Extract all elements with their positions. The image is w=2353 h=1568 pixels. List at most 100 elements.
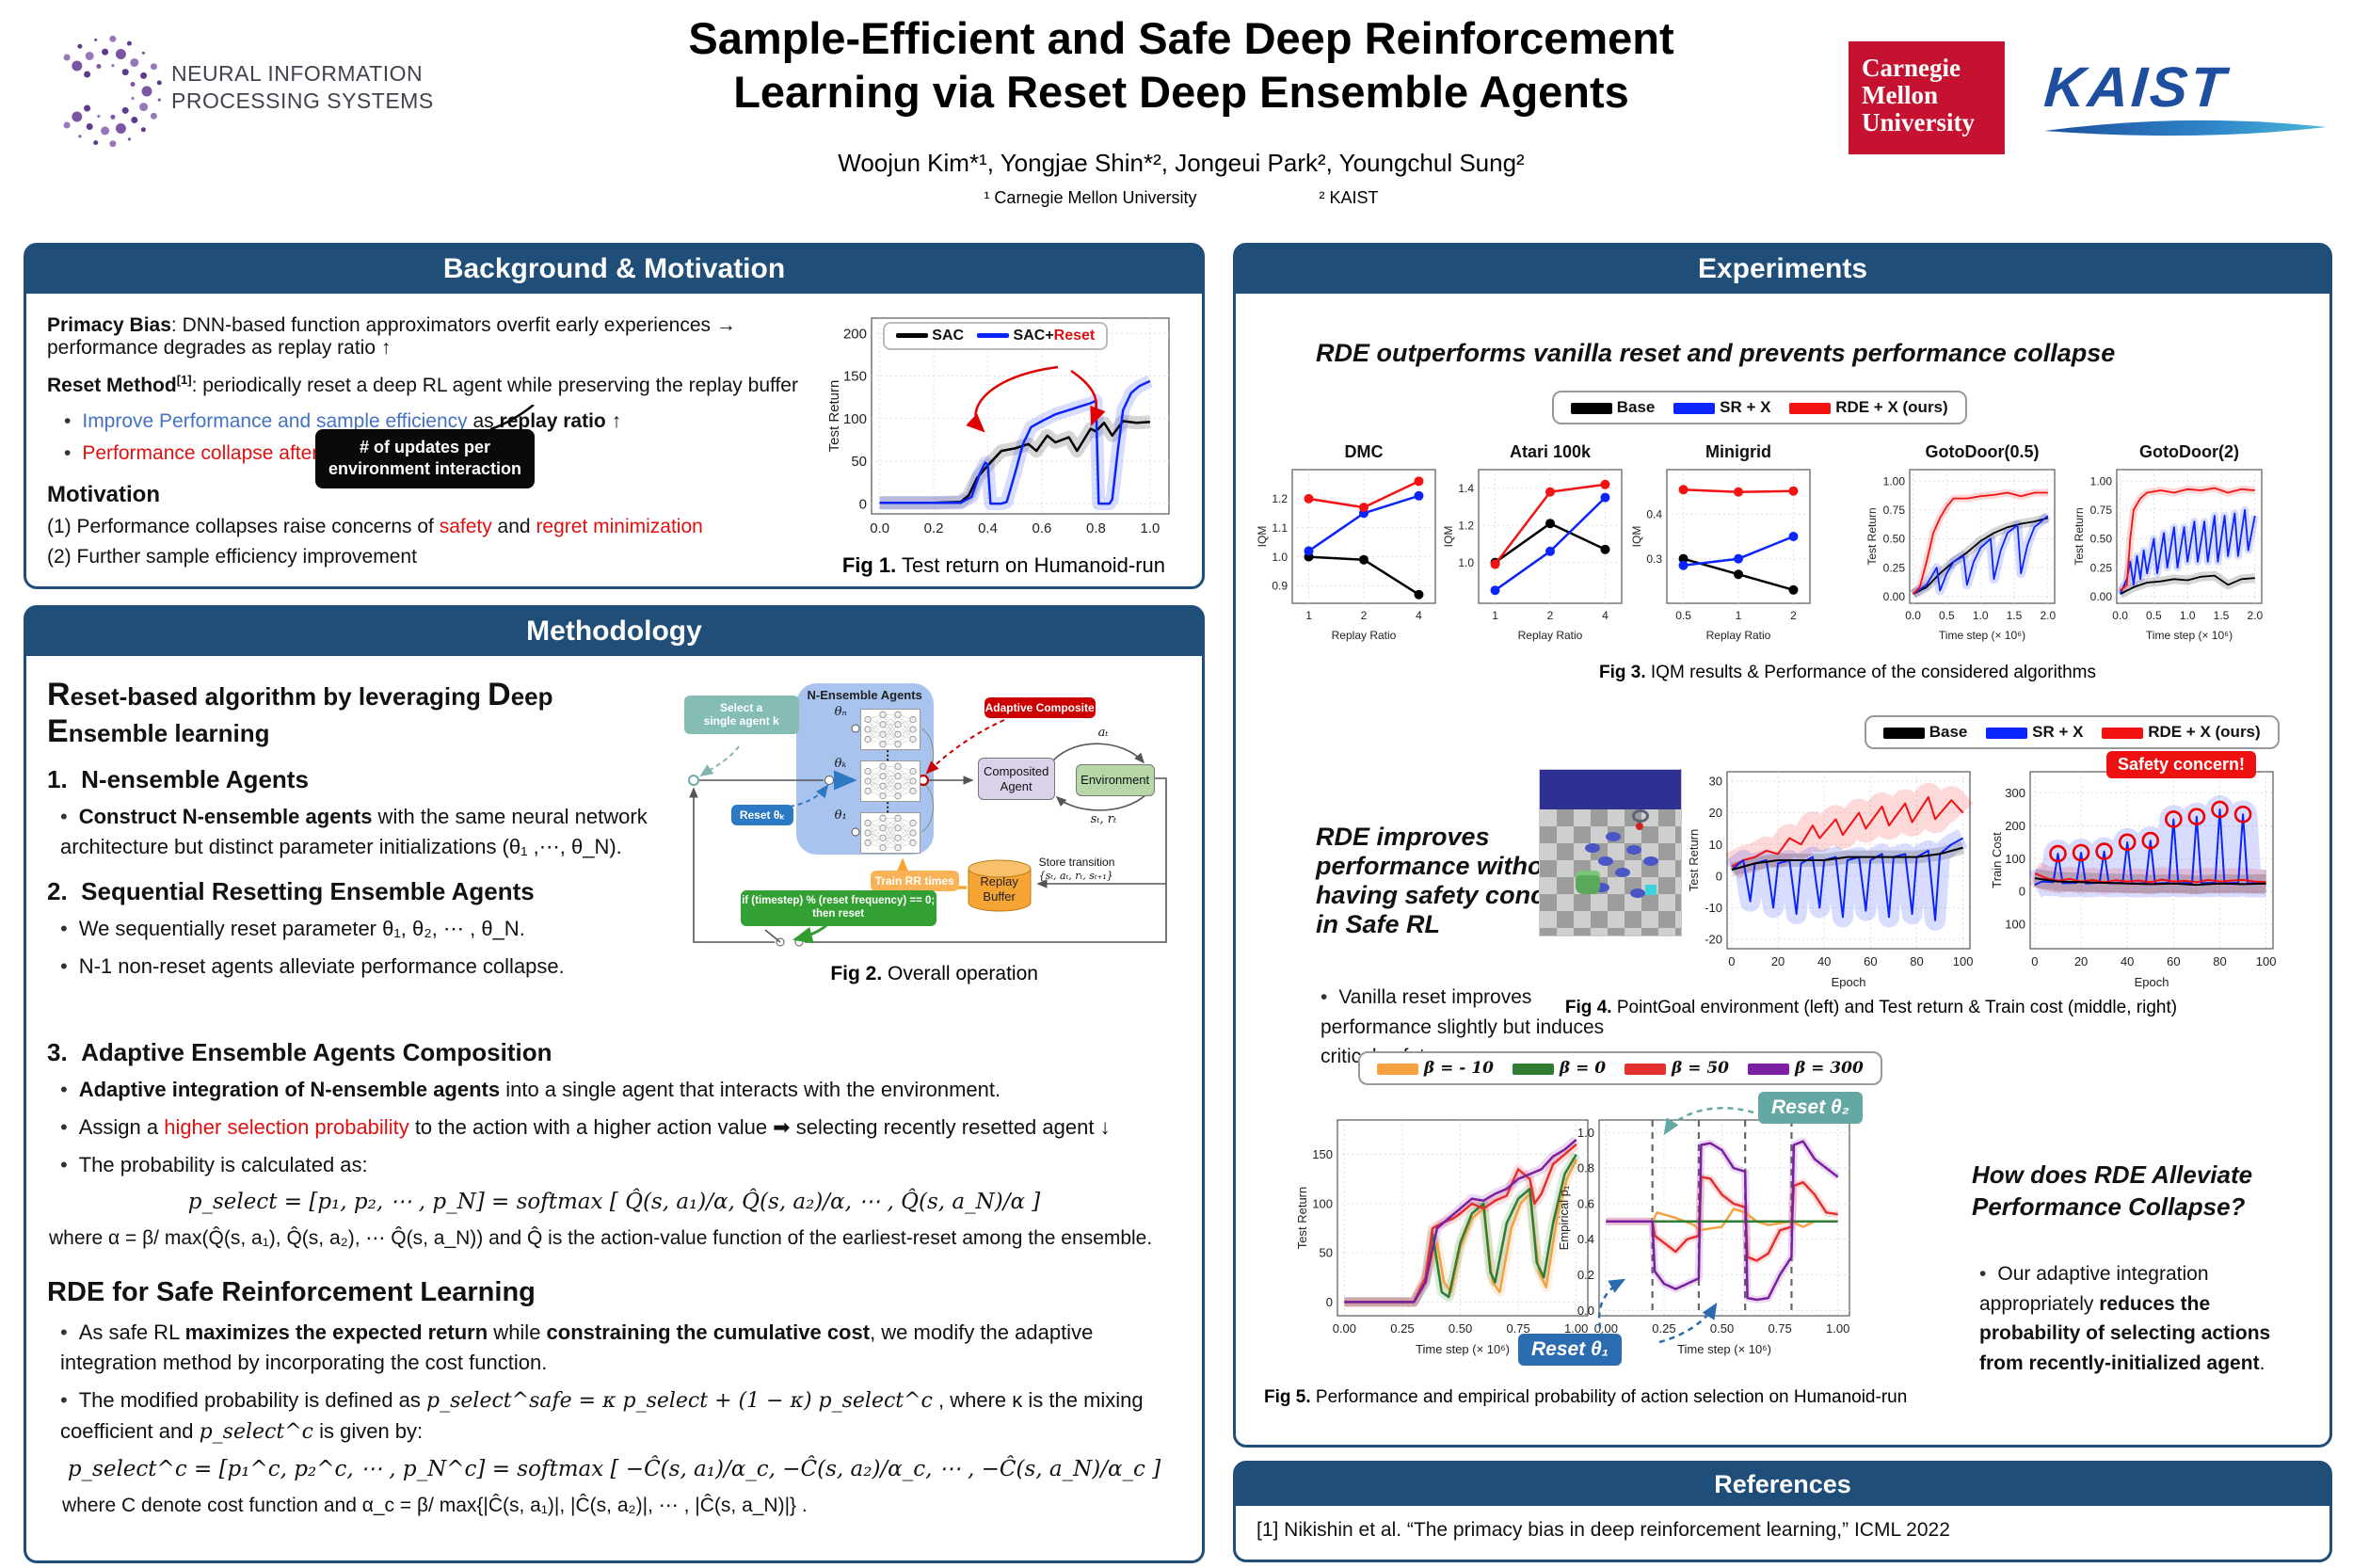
section3-title: Adaptive Ensemble Agents Composition: [81, 1038, 552, 1066]
down-arrow-icon: ↓: [1099, 1114, 1111, 1139]
svg-text:1.00: 1.00: [1883, 474, 1906, 488]
svg-text:60: 60: [1864, 954, 1877, 968]
fig4-legend-srx-label: SR + X: [2032, 723, 2084, 741]
equation-p-select: p_select = [p₁, p₂, ⋯ , p_N] = softmax […: [187, 1189, 1041, 1214]
fig3-minigrid-title: Minigrid: [1705, 442, 1771, 461]
svg-text:20: 20: [2074, 954, 2088, 968]
svg-text:1.5: 1.5: [2214, 609, 2230, 622]
svg-text:0.0: 0.0: [1577, 1304, 1594, 1318]
beta-legend-entry: β = 0: [1512, 1059, 1606, 1078]
rdex-swatch-icon: [1789, 402, 1832, 414]
svg-text:1.00: 1.00: [1564, 1321, 1588, 1336]
svg-text:Replay Ratio: Replay Ratio: [1518, 629, 1583, 642]
section3-bullet1-text: into a single agent that interacts with …: [500, 1078, 1001, 1101]
methodology-panel-title: Methodology: [25, 607, 1203, 656]
experiments-panel-body: RDE outperforms vanilla reset and preven…: [1236, 294, 2329, 1447]
fig2-replay-line1: Replay: [980, 874, 1018, 888]
fig2-network-k-icon: [859, 760, 920, 802]
legend-srx: SR + X: [1673, 398, 1770, 417]
svg-text:0: 0: [859, 496, 867, 512]
safe-bullet1-bold1: maximizes the expected return: [184, 1320, 488, 1345]
svg-text:1.4: 1.4: [1458, 482, 1474, 495]
primacy-bias-label: Primacy Bias: [47, 314, 171, 336]
fig4-test-return-chart: 0 20 40 60 80 100 -20 -10 0 10 20 30 Test Return Epoc…: [1687, 771, 1974, 989]
heading-cap-d: D: [488, 677, 511, 712]
section2-number: 2.: [47, 876, 68, 905]
svg-text:1.2: 1.2: [1458, 519, 1474, 532]
bullet-performance-collapse: Performance collapse after reset: [64, 442, 824, 465]
bullet-improve-performance: Improve Performance and sample efficienc…: [64, 410, 824, 433]
svg-text:0.5: 0.5: [1675, 609, 1691, 622]
fig2-theta-k-label: θₖ: [834, 757, 847, 771]
svg-text:0.8: 0.8: [1086, 520, 1106, 536]
fig2-ensemble-title: N-Ensemble Agents: [807, 688, 922, 702]
section1-heading: 1. N-ensemble Agents: [47, 765, 669, 794]
how-bullet: Our adaptive integration appropriately r…: [1979, 1259, 2299, 1378]
fig3-gotodoor2-chart: 0.0 0.5 1.0 1.5 2.0 0.00 0.25 0.50 0.75 1.00 Test …: [2073, 469, 2264, 642]
section2-bullet1: We sequentially reset parameter θ₁, θ₂, …: [60, 914, 669, 944]
svg-text:0.0: 0.0: [870, 520, 889, 536]
fig2-environment-box: Environment: [1075, 764, 1155, 796]
fig2-replay-buffer-label: Replay Buffer: [970, 874, 1029, 904]
experiments-panel: Experiments RDE outperforms vanilla rese…: [1233, 243, 2332, 1448]
safe-bullet2-rest: is given by:: [312, 1418, 424, 1443]
svg-text:0.75: 0.75: [1883, 504, 1906, 517]
section3-bullet3: The probability is calculated as:: [60, 1150, 1181, 1180]
fig2-select-line1: Select a: [719, 701, 763, 714]
affiliations: ¹ Carnegie Mellon University ² KAIST: [527, 188, 1835, 208]
fig5-test-return-chart: 0.00 0.25 0.50 0.75 1.00 0 50 100 150 Test Return…: [1295, 1119, 1589, 1356]
svg-text:1.0: 1.0: [1140, 520, 1160, 536]
svg-text:Time step (× 10⁶): Time step (× 10⁶): [1677, 1342, 1771, 1356]
section3-heading: 3. Adaptive Ensemble Agents Composition: [47, 1038, 1181, 1067]
motivation-item-1: (1) Performance collapses raise concerns…: [47, 516, 824, 538]
fig3-caption-text: IQM results & Performance of the conside…: [1645, 663, 2096, 682]
svg-text:4: 4: [1416, 609, 1422, 622]
svg-text:Test Return: Test Return: [2073, 507, 2086, 565]
legend-base-label: Base: [1616, 398, 1656, 416]
methodology-text-column: Reset-based algorithm by leveraging Deep…: [47, 669, 669, 1036]
bullet-improve-mid: as: [467, 410, 500, 432]
fig4-caption-text: PointGoal environment (left) and Test re…: [1611, 998, 2178, 1017]
page-title: Sample-Efficient and Safe Deep Reinforce…: [527, 11, 1835, 120]
fig2-select-line2: single agent k: [703, 714, 779, 728]
svg-text:0.50: 0.50: [1710, 1321, 1734, 1336]
base-swatch-icon: [1571, 402, 1612, 414]
heading-cap-r: R: [47, 677, 71, 712]
section3-bullet2-pre: Assign a: [78, 1114, 165, 1139]
safe-bullet2: The modified probability is defined as p…: [60, 1385, 1181, 1448]
fig2-theta-1-label: θ₁: [834, 808, 847, 823]
beta-0-swatch-icon: [1512, 1063, 1554, 1075]
svg-text:0.00: 0.00: [1333, 1321, 1356, 1336]
fig3-chart-dmc-block: DMC 1 2 4 0.9 1.0 1.1 1.2 IQM Replay Ratio: [1255, 442, 1443, 648]
svg-text:IQM: IQM: [1256, 526, 1269, 548]
svg-text:1: 1: [1492, 609, 1498, 622]
env-hazard-icon: [1585, 843, 1600, 853]
replay-ratio-tooltip: # of updates per environment interaction: [315, 405, 536, 488]
svg-text:2: 2: [1790, 609, 1797, 622]
background-panel-title: Background & Motivation: [25, 245, 1203, 294]
svg-text:0.5: 0.5: [1939, 609, 1955, 622]
svg-text:1.0: 1.0: [1458, 556, 1474, 569]
heading-part3: nsemble learning: [68, 719, 270, 747]
svg-text:100: 100: [843, 411, 867, 427]
experiments-panel-title: Experiments: [1235, 245, 2330, 294]
background-text-column: Primacy Bias: DNN-based function approxi…: [47, 309, 824, 591]
env-hazard-icon: [1630, 888, 1645, 898]
svg-text:0.9: 0.9: [1272, 580, 1288, 593]
reset-method-label: Reset Method: [47, 375, 177, 396]
svg-text:1.0: 1.0: [2180, 609, 2196, 622]
neurips-logo-icon: [63, 35, 162, 148]
affiliation-2: ² KAIST: [1319, 188, 1379, 207]
env-floor: [1540, 809, 1681, 936]
svg-text:0.0: 0.0: [2112, 609, 2128, 622]
up-arrow-icon: ↑: [605, 410, 622, 432]
svg-text:1.0: 1.0: [1973, 609, 1989, 622]
cmu-logo-line1: Carnegie: [1862, 54, 1961, 82]
beta-neg10-swatch-icon: [1377, 1063, 1418, 1075]
references-panel: References [1] Nikishin et al. “The prim…: [1233, 1461, 2332, 1562]
svg-text:Test Return: Test Return: [1687, 829, 1701, 891]
fig2-store-line1: Store transition: [1038, 856, 1115, 869]
motivation-1-and: and: [491, 516, 536, 537]
beta-50-label: β = 50: [1671, 1059, 1730, 1078]
svg-text:300: 300: [2005, 786, 2025, 800]
